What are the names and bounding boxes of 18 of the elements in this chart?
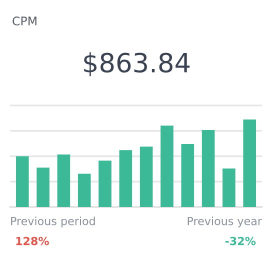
bar [119,150,132,207]
text: Previous year [188,216,262,228]
chart-title: CPM [12,16,36,26]
bar [98,160,112,207]
bar [78,174,91,207]
bar [202,130,215,207]
bar [36,168,50,207]
bar [160,126,174,207]
bar [16,156,29,207]
text: $863.84 [84,52,190,76]
bar [140,146,153,207]
text: Previous period [11,216,95,228]
text: 128% [16,236,49,246]
bar [57,154,70,207]
bar [243,120,256,207]
bar [222,168,236,207]
bar [181,144,194,207]
text: -32% [225,236,256,246]
